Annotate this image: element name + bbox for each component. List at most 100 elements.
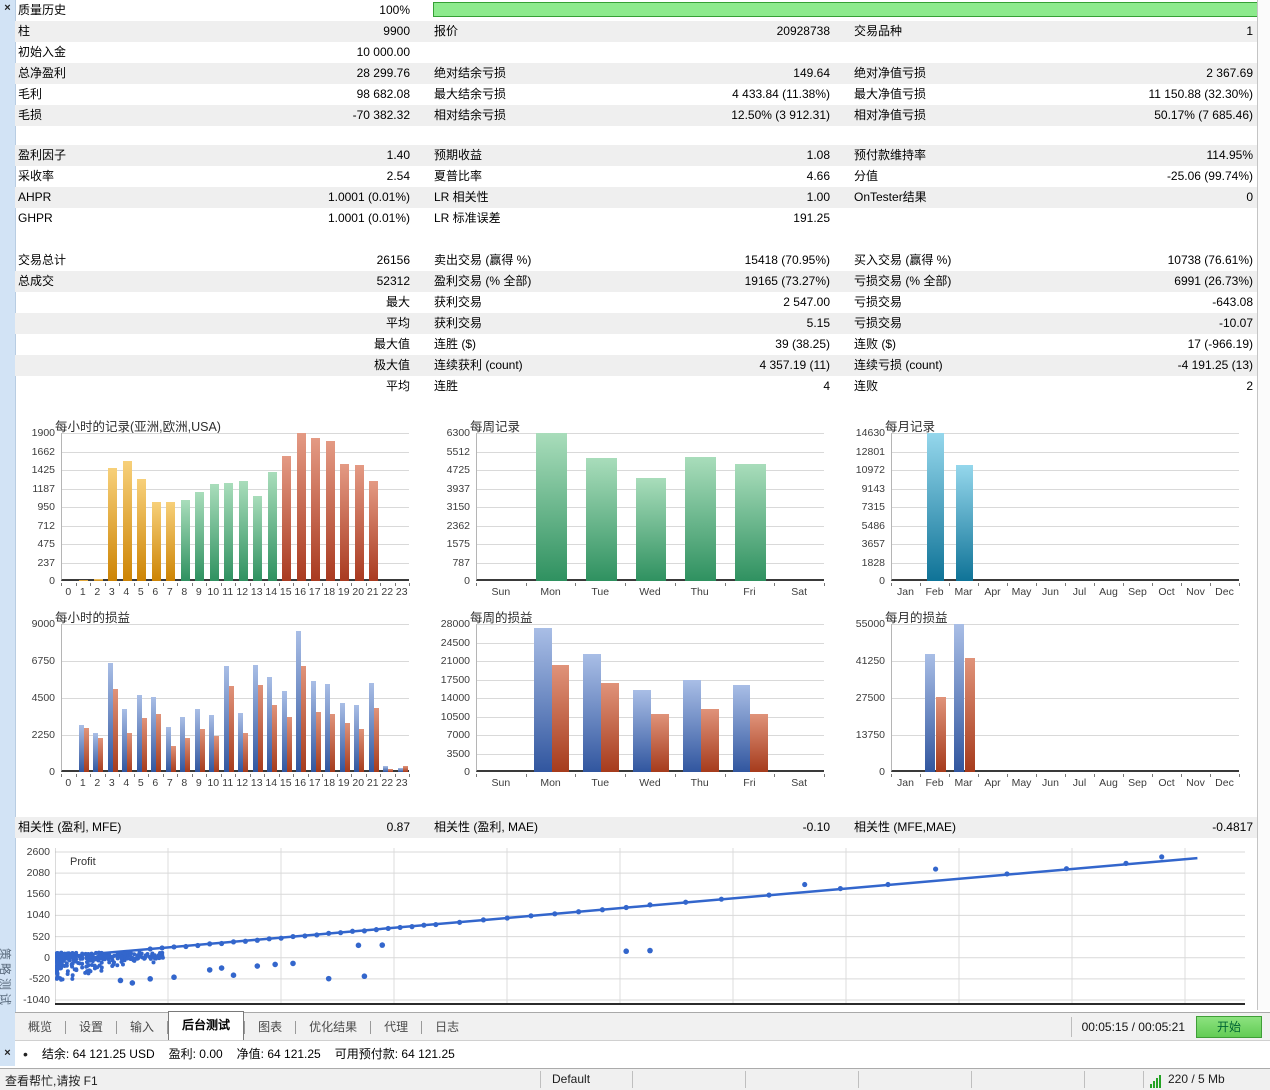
tab-7[interactable]: 代理: [384, 1020, 409, 1034]
x-axis-tick: [978, 774, 979, 777]
x-axis-tick: [920, 774, 921, 777]
x-axis-tick-label: Jun: [1042, 586, 1059, 598]
y-axis-tick-label: 13750: [855, 729, 885, 741]
x-axis-tick: [1007, 774, 1008, 777]
gridline: [62, 544, 409, 545]
scatter-point: [349, 928, 356, 934]
gridline: [477, 470, 824, 471]
scatter-point: [87, 958, 92, 963]
bar-chart-0: 每小时的记录(亚洲,欧洲,USA) 1900 1662 1425 1187 950 712 4…: [15, 415, 425, 603]
x-axis-tick-label: 9: [195, 586, 202, 598]
scatter-point: [119, 956, 124, 961]
scatter-point: [110, 958, 115, 963]
x-axis-tick-label: 19: [337, 777, 350, 789]
y-axis-tick-label: 6750: [31, 655, 55, 667]
stat-label: 连续获利 (count): [434, 358, 523, 372]
bar: [651, 714, 669, 772]
bar: [267, 471, 277, 581]
bar: [199, 729, 205, 772]
scatter-point: [91, 955, 96, 960]
y-axis-tick-label: 28000: [440, 618, 470, 630]
scatter-point: [361, 973, 368, 980]
x-axis-tick: [293, 774, 294, 777]
tab-6[interactable]: 优化结果: [309, 1020, 358, 1034]
x-axis-tick-label: 7: [166, 777, 173, 789]
stat-value: 1: [1246, 24, 1253, 38]
stat-label: 相关性 (MFE,MAE): [854, 820, 956, 834]
close-panel-icon[interactable]: ×: [4, 2, 11, 14]
gridline: [477, 624, 824, 625]
tab-5[interactable]: 图表: [258, 1020, 283, 1034]
scatter-point: [1004, 871, 1010, 877]
tab-separator: [370, 1021, 372, 1034]
x-axis-tick-label: 5: [137, 586, 144, 598]
y-axis-tick-label: 41250: [855, 655, 885, 667]
scatter-point: [552, 911, 558, 917]
x-axis-tick-label: 8: [181, 777, 188, 789]
x-axis-tick-label: Nov: [1186, 777, 1205, 789]
tab-4[interactable]: 后台测试: [168, 1011, 245, 1040]
x-axis-tick-label: 20: [352, 586, 365, 598]
x-axis-tick: [278, 774, 280, 777]
scatter-point: [718, 896, 725, 902]
bar-chart-4: 每周的损益 28000 24500 21000 17500 14000 10500 7000 3…: [430, 606, 840, 794]
x-axis-tick: [206, 774, 207, 777]
y-axis-tick-label: 1828: [861, 556, 885, 569]
scatter-point: [129, 980, 136, 986]
y-axis-tick-label: 9000: [31, 618, 55, 630]
stats-row: 采收率 2.54 夏普比率 4.66 分值 -25.06 (99.74%): [15, 166, 1258, 187]
chart-plot-area: [61, 433, 409, 581]
scatter-point: [230, 939, 237, 945]
scatter-point: [147, 976, 153, 982]
bar: [195, 492, 205, 581]
x-axis-tick-label: 13: [250, 777, 263, 789]
x-axis-tick: [75, 583, 77, 586]
tab-8[interactable]: 日志: [435, 1020, 460, 1034]
scatter-point: [528, 913, 534, 919]
x-axis-tick: [365, 583, 367, 586]
close-status-row-icon[interactable]: ×: [4, 1047, 11, 1059]
scatter-point: [302, 933, 308, 939]
y-axis-tick-label: 24500: [440, 636, 470, 649]
tab-1[interactable]: 概览: [28, 1020, 53, 1034]
scatter-point: [433, 921, 439, 928]
x-axis-tick-label: Jul: [1072, 777, 1087, 789]
y-axis-tick-label: 7315: [861, 501, 885, 513]
tab-2[interactable]: 设置: [79, 1020, 104, 1034]
balance-status-row: • 结余: 64 121.25 USD 盈利: 0.00 净值: 64 121.25…: [15, 1040, 1270, 1066]
scatter-point: [254, 963, 261, 969]
bar: [112, 688, 118, 772]
bar: [354, 464, 364, 581]
x-axis-tick: [949, 583, 950, 586]
gridline: [892, 735, 1239, 736]
tab-3[interactable]: 输入: [130, 1020, 155, 1034]
stats-row: 交易总计 26156 卖出交易 (赢得 %) 15418 (70.95%) 买入交易 (…: [15, 250, 1258, 271]
scatter-point: [65, 956, 70, 961]
scatter-point: [90, 962, 95, 967]
x-axis-tick-label: Dec: [1215, 586, 1234, 598]
statusbar-divider: [540, 1071, 541, 1088]
x-axis-tick-label: 4: [123, 777, 130, 789]
x-axis-tick-label: Mon: [540, 586, 561, 598]
scatter-point: [80, 951, 85, 956]
stat-value: 10738 (76.61%): [1167, 253, 1253, 267]
stat-label: 毛利: [18, 87, 43, 101]
y-axis-tick-label: 950: [37, 501, 55, 513]
start-button[interactable]: 开始: [1196, 1016, 1262, 1038]
bar: [93, 732, 99, 772]
x-axis-tick: [1239, 583, 1240, 586]
y-axis-tick-label: 2362: [446, 519, 470, 532]
scatter-point: [266, 936, 272, 942]
chart-title: 每周的损益: [470, 611, 533, 625]
scatter-point: [623, 904, 629, 911]
bar: [601, 682, 620, 772]
scatter-point: [74, 957, 79, 962]
profile-segment[interactable]: Default: [552, 1072, 591, 1086]
x-axis-tick: [365, 774, 367, 777]
stat-value: 平均: [385, 379, 410, 393]
x-axis-tick: [119, 583, 120, 586]
chart-plot-area: [476, 433, 824, 581]
bar: [166, 501, 176, 581]
gridline: [892, 433, 1239, 434]
tab-separator: [116, 1021, 118, 1034]
